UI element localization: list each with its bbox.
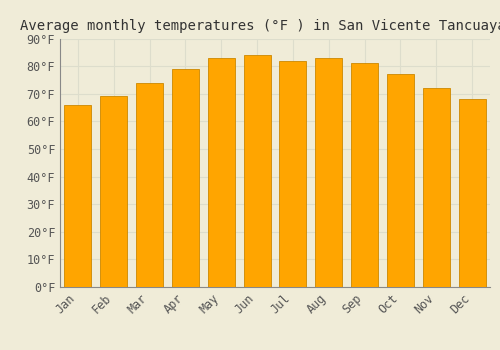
Bar xyxy=(458,99,485,287)
Bar xyxy=(280,61,306,287)
Bar xyxy=(64,105,92,287)
Bar xyxy=(244,55,270,287)
Bar xyxy=(208,58,234,287)
Bar xyxy=(387,75,414,287)
Bar xyxy=(172,69,199,287)
Bar xyxy=(136,83,163,287)
Bar xyxy=(351,63,378,287)
Bar xyxy=(316,58,342,287)
Bar xyxy=(423,88,450,287)
Bar xyxy=(100,97,127,287)
Title: Average monthly temperatures (°F ) in San Vicente Tancuayalab: Average monthly temperatures (°F ) in Sa… xyxy=(20,19,500,33)
